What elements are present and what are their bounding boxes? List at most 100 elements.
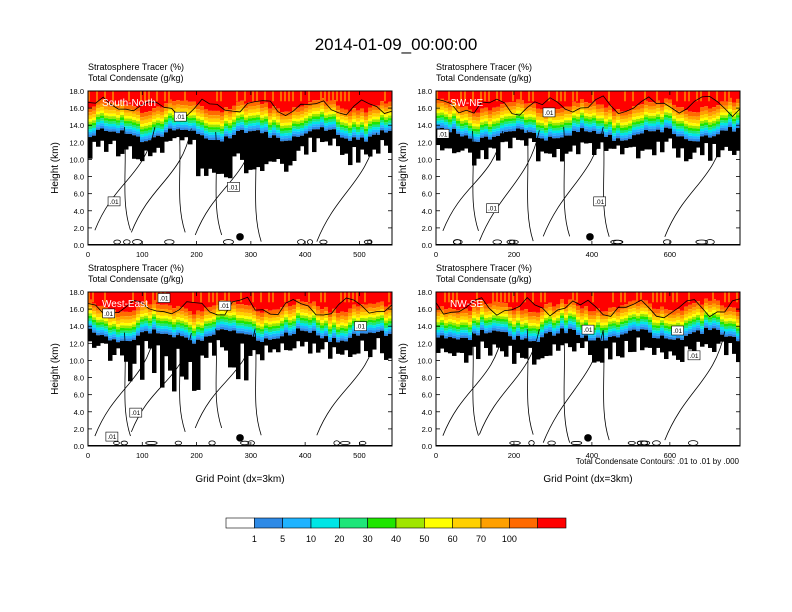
colorbar-swatch	[225, 517, 255, 529]
contour-label-box	[542, 107, 556, 118]
y-tick-label: 10.0	[69, 155, 84, 164]
contour-label-box	[486, 203, 499, 214]
panel-label: SW-NE	[450, 98, 483, 109]
panel-label: West-East	[102, 299, 148, 310]
y-tick-label: 4.0	[422, 207, 432, 216]
tracer-shading	[436, 292, 740, 365]
y-tick-label: 16.0	[417, 104, 432, 113]
axes-frame	[435, 291, 741, 447]
x-axis-label: Grid Point (dx=3km)	[195, 474, 284, 485]
y-tick-label: 0.0	[422, 442, 432, 451]
y-tick-label: 2.0	[422, 224, 432, 233]
y-tick-label: 12.0	[417, 339, 432, 348]
y-tick-label: 4.0	[74, 408, 84, 417]
location-marker	[236, 434, 244, 442]
y-tick-label: 16.0	[69, 104, 84, 113]
contour-label-box	[687, 350, 701, 361]
tracer-shading	[436, 91, 740, 166]
contour-label-box	[157, 293, 171, 303]
y-tick-label: 6.0	[74, 391, 84, 400]
x-tick-label: 0	[434, 451, 438, 460]
x-tick-label: 500	[353, 250, 366, 259]
y-tick-label: 2.0	[74, 425, 84, 434]
x-tick-label: 400	[586, 451, 599, 460]
colorbar-label: 10	[306, 534, 316, 544]
y-tick-label: 14.0	[69, 121, 84, 130]
x-tick-label: 100	[136, 451, 149, 460]
colorbar-swatch	[424, 517, 453, 529]
y-tick-label: 18.0	[417, 87, 432, 96]
contour-label-box	[218, 300, 232, 311]
contour-label: .01	[488, 206, 497, 213]
chart-panel-4: Stratosphere Tracer (%)Total Condensate …	[398, 263, 741, 485]
contour-label-box	[581, 324, 595, 335]
contour-label-box	[102, 308, 115, 319]
x-tick-label: 0	[86, 451, 90, 460]
colorbar-label: 5	[280, 534, 285, 544]
x-tick-label: 400	[299, 250, 312, 259]
panel-label: South-North	[102, 98, 156, 109]
colorbar-swatch	[310, 517, 340, 529]
contour-label-box	[129, 407, 143, 418]
contour-label: .01	[229, 184, 238, 191]
contour-footnote: Total Condensate Contours: .01 to .01 by…	[576, 457, 740, 466]
x-tick-label: 300	[245, 250, 258, 259]
y-tick-label: 10.0	[417, 356, 432, 365]
x-tick-label: 0	[434, 250, 438, 259]
y-tick-label: 14.0	[69, 322, 84, 331]
x-tick-label: 400	[586, 250, 599, 259]
panel-title-line: Stratosphere Tracer (%)	[436, 263, 532, 273]
x-tick-label: 100	[136, 250, 149, 259]
location-marker	[584, 434, 592, 442]
y-tick-label: 8.0	[422, 173, 432, 182]
y-tick-label: 6.0	[422, 190, 432, 199]
panel-title-line: Total Condensate (g/kg)	[436, 274, 532, 284]
contour-label-box	[107, 196, 121, 207]
contour-label: .01	[438, 131, 447, 138]
y-tick-label: 18.0	[417, 288, 432, 297]
y-tick-label: 2.0	[74, 224, 84, 233]
y-tick-label: 10.0	[417, 155, 432, 164]
y-tick-label: 0.0	[74, 241, 84, 250]
contour-label: .01	[110, 199, 119, 206]
contour-label-box	[227, 182, 240, 192]
y-tick-label: 18.0	[69, 288, 84, 297]
x-tick-label: 600	[664, 451, 677, 460]
x-axis-label: Grid Point (dx=3km)	[543, 474, 632, 485]
x-tick-label: 400	[299, 451, 312, 460]
colorbar-label: 50	[419, 534, 429, 544]
contour-label: .01	[176, 114, 185, 121]
contour-label: .01	[673, 328, 682, 335]
axes-frame	[435, 90, 741, 246]
contour-label: .01	[107, 434, 116, 441]
panel-title-line: Stratosphere Tracer (%)	[436, 62, 532, 72]
colorbar-swatch	[452, 517, 482, 529]
y-axis-label: Height (km)	[398, 343, 409, 395]
x-tick-label: 600	[664, 250, 677, 259]
x-tick-label: 300	[245, 451, 258, 460]
chart-panel-3: Stratosphere Tracer (%)Total Condensate …	[50, 263, 393, 485]
colorbar-label: 40	[391, 534, 401, 544]
colorbar-swatch	[367, 517, 397, 529]
colorbar-swatch	[254, 517, 283, 529]
panel-label: NW-SE	[450, 299, 483, 310]
contour-label: .01	[220, 303, 229, 310]
contour-label-box	[671, 325, 684, 336]
chart-panel-1: Stratosphere Tracer (%)Total Condensate …	[50, 62, 393, 259]
panel-title-line: Stratosphere Tracer (%)	[88, 62, 184, 72]
tracer-shading	[88, 91, 392, 179]
y-tick-label: 8.0	[422, 374, 432, 383]
colorbar-label: 1	[252, 534, 257, 544]
contour-label-box	[593, 196, 606, 207]
y-tick-label: 6.0	[74, 190, 84, 199]
contour-label: .01	[356, 324, 365, 331]
x-tick-label: 500	[353, 451, 366, 460]
panels: Stratosphere Tracer (%)Total Condensate …	[50, 62, 741, 485]
x-tick-label: 200	[190, 250, 203, 259]
y-tick-label: 12.0	[69, 138, 84, 147]
panel-title-line: Total Condensate (g/kg)	[436, 73, 532, 83]
chart-panel-2: Stratosphere Tracer (%)Total Condensate …	[398, 62, 741, 259]
condensate-contours	[87, 296, 393, 446]
axes-frame	[87, 291, 393, 447]
colorbar-label: 100	[502, 534, 517, 544]
